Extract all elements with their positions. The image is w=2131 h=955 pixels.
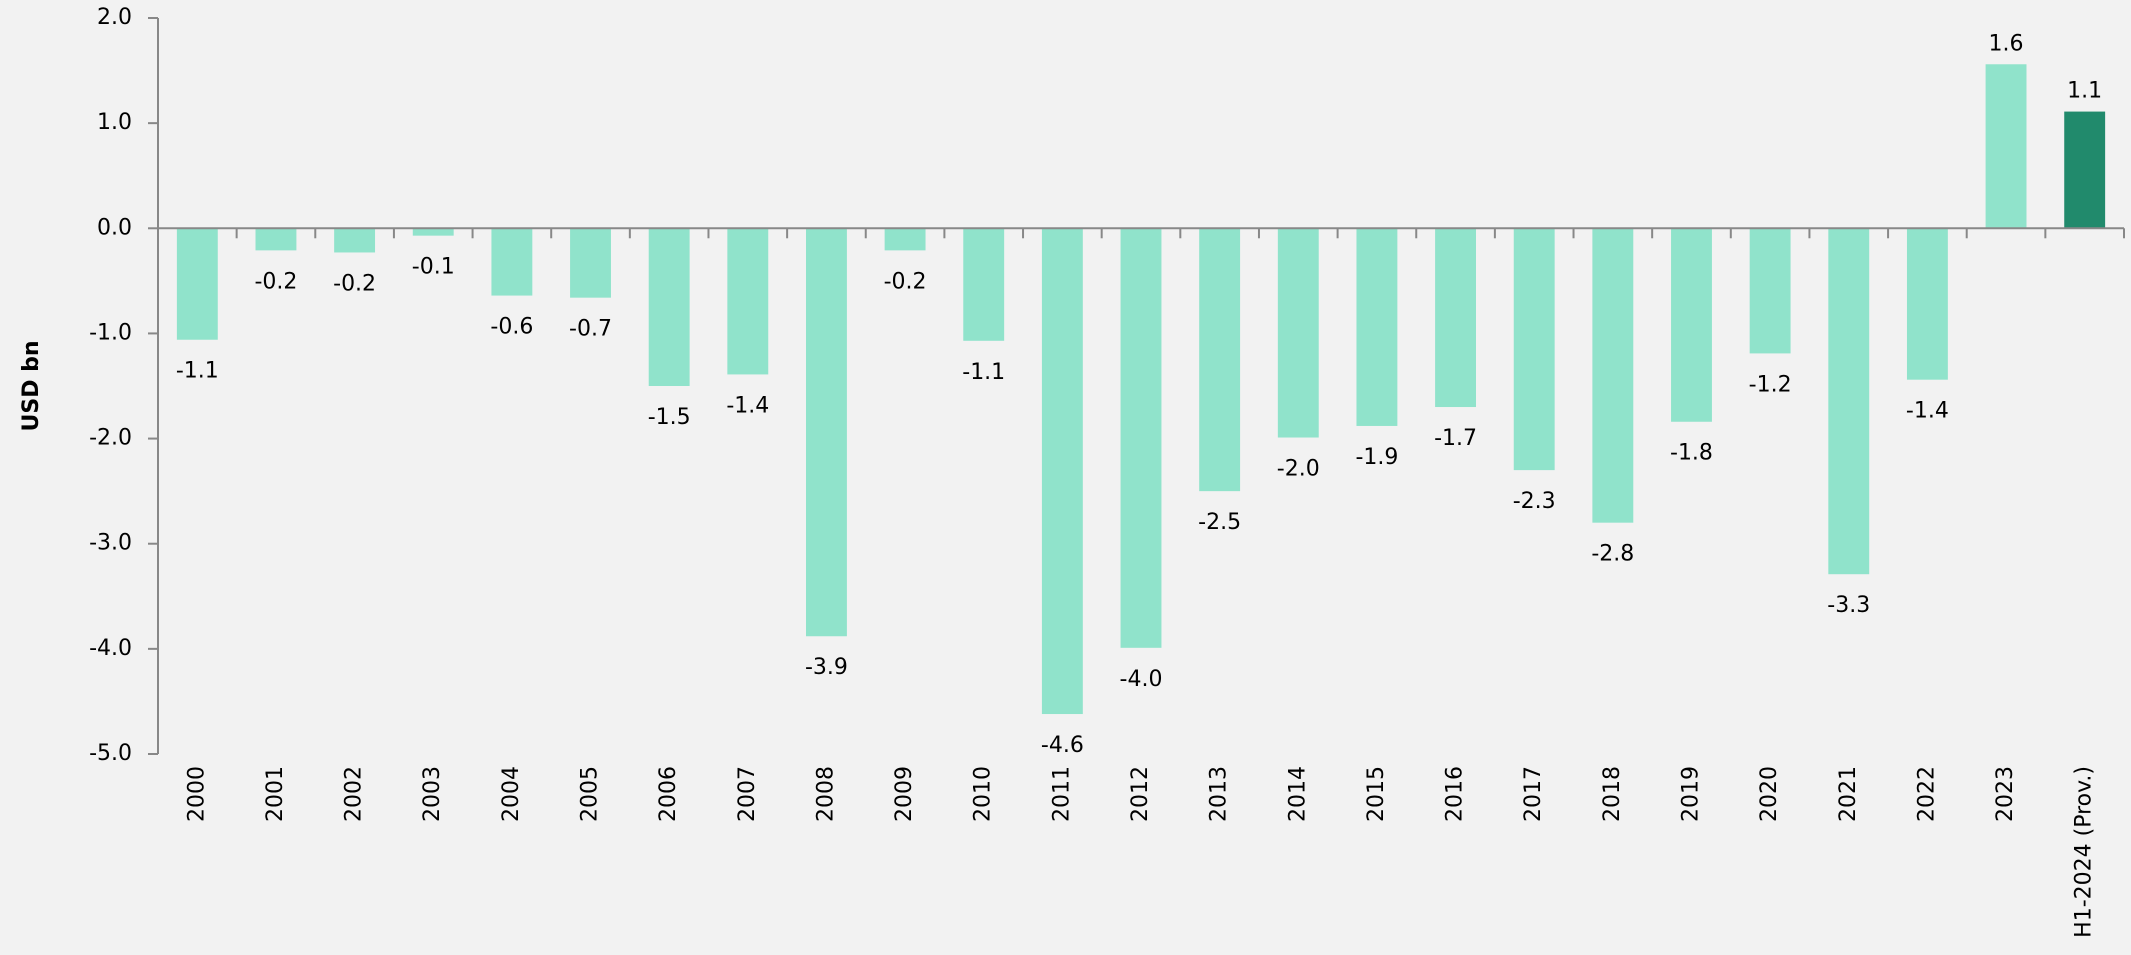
y-tick-label: 1.0 <box>97 110 132 135</box>
x-tick-label: 2000 <box>184 766 209 822</box>
bar <box>963 228 1005 341</box>
bar <box>727 228 769 375</box>
data-label: -1.9 <box>1355 445 1398 470</box>
bar <box>1513 228 1555 471</box>
y-tick-label: -5.0 <box>89 741 132 766</box>
x-tick-label: 2019 <box>1678 766 1703 822</box>
data-label: -1.1 <box>176 359 219 384</box>
data-label: -4.0 <box>1120 667 1163 692</box>
y-tick-label: 0.0 <box>97 215 132 240</box>
y-axis-label: USD bn <box>19 340 44 431</box>
data-label: -0.2 <box>884 269 927 294</box>
x-tick-label: 2002 <box>342 766 367 822</box>
bar <box>1828 228 1870 575</box>
x-tick-label: 2020 <box>1757 766 1782 822</box>
bar <box>884 228 926 251</box>
data-label: -2.5 <box>1198 510 1241 535</box>
data-label: -1.1 <box>962 360 1005 385</box>
data-label: -1.4 <box>1906 399 1949 424</box>
bar <box>1199 228 1241 492</box>
x-tick-label: 2004 <box>499 766 524 822</box>
x-tick-label: 2007 <box>735 766 760 822</box>
data-label: -3.9 <box>805 655 848 680</box>
data-label: -1.7 <box>1434 426 1477 451</box>
x-tick-label: 2022 <box>1914 766 1939 822</box>
data-label: -1.8 <box>1670 441 1713 466</box>
y-tick-label: 2.0 <box>97 5 132 30</box>
bar <box>1671 228 1712 422</box>
bar <box>176 228 218 340</box>
bar <box>648 228 690 386</box>
data-label: 1.1 <box>2067 79 2102 104</box>
bar <box>1592 228 1634 523</box>
bar <box>1749 228 1791 354</box>
data-label: -3.3 <box>1827 593 1870 618</box>
x-tick-label: 2008 <box>813 766 838 822</box>
bar <box>412 228 454 236</box>
x-tick-label: 2010 <box>971 766 996 822</box>
bar <box>491 228 533 296</box>
bar <box>2064 111 2106 229</box>
bar <box>334 228 376 253</box>
bar <box>570 228 611 298</box>
x-tick-label: 2018 <box>1600 766 1625 822</box>
data-label: -0.6 <box>490 315 533 340</box>
x-tick-label: 2023 <box>1993 766 2018 822</box>
y-tick-label: -2.0 <box>89 426 132 451</box>
data-label: -1.5 <box>648 405 691 430</box>
bar <box>1356 228 1398 426</box>
data-label: -2.8 <box>1591 542 1634 567</box>
x-tick-label: 2003 <box>420 766 445 822</box>
y-tick-label: -3.0 <box>89 531 132 556</box>
data-label: -0.1 <box>412 255 455 280</box>
bar <box>1277 228 1319 438</box>
bar <box>255 228 297 251</box>
data-label: -1.2 <box>1749 372 1792 397</box>
data-label: -0.7 <box>569 317 612 342</box>
x-tick-label: 2006 <box>656 766 681 822</box>
x-tick-label: 2005 <box>578 766 603 822</box>
x-tick-label: 2015 <box>1364 766 1389 822</box>
bar <box>1435 228 1477 408</box>
bar <box>1985 64 2027 229</box>
x-tick-label: 2021 <box>1836 766 1861 822</box>
x-tick-label: 2012 <box>1128 766 1153 822</box>
data-label: 1.6 <box>1989 31 2024 56</box>
y-tick-label: -1.0 <box>89 320 132 345</box>
data-label: -2.3 <box>1513 489 1556 514</box>
x-tick-label: H1-2024 (Prov.) <box>2072 766 2097 938</box>
x-tick-label: 2017 <box>1521 766 1546 822</box>
bar <box>1906 228 1948 380</box>
bar <box>1041 228 1083 715</box>
x-tick-label: 2001 <box>263 766 288 822</box>
bar <box>1120 228 1162 648</box>
x-tick-label: 2014 <box>1285 766 1310 822</box>
x-tick-label: 2009 <box>892 766 917 822</box>
data-label: -2.0 <box>1277 457 1320 482</box>
data-label: -1.4 <box>726 393 769 418</box>
bar <box>805 228 847 637</box>
x-tick-label: 2013 <box>1207 766 1232 822</box>
data-label: -0.2 <box>254 269 297 294</box>
y-tick-label: -4.0 <box>89 636 132 661</box>
data-label: -4.6 <box>1041 733 1084 758</box>
data-label: -0.2 <box>333 271 376 296</box>
x-tick-label: 2011 <box>1049 766 1074 822</box>
x-tick-label: 2016 <box>1443 766 1468 822</box>
